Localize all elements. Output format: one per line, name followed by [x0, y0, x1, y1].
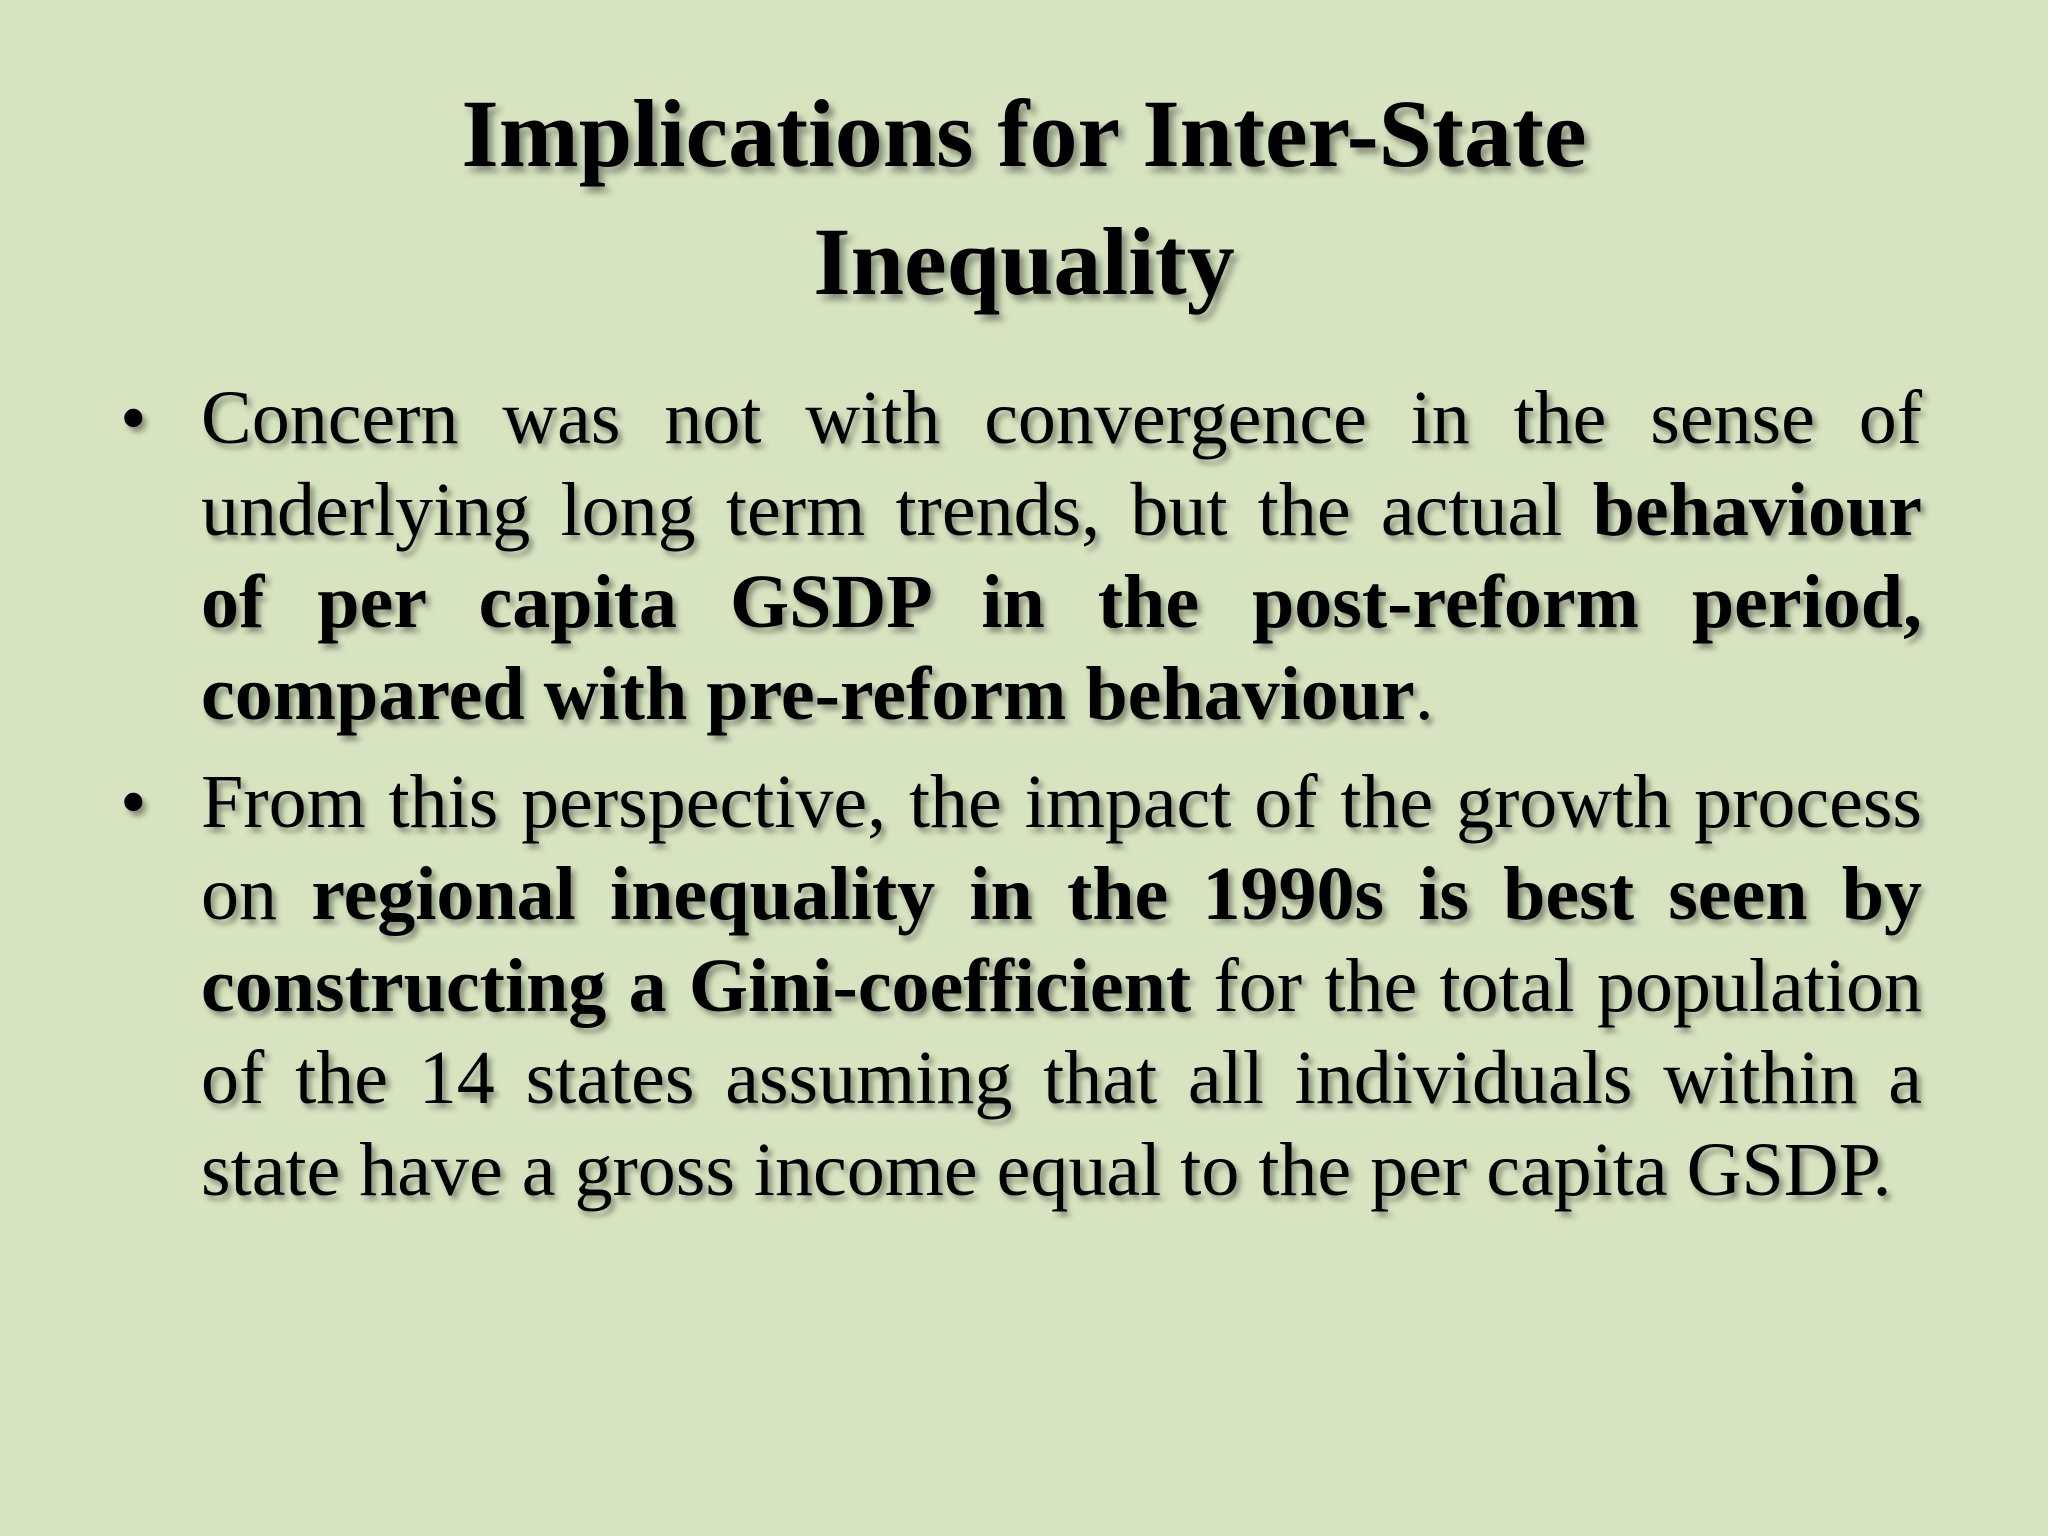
bullet-list: • Concern was not with convergence in th… [120, 372, 1922, 1232]
bullet-dot-icon: • [120, 760, 147, 844]
bullet-2-regular-2: for the total population of the 14 state… [201, 944, 1922, 1212]
bullet-dot-icon: • [120, 376, 147, 460]
bullet-1-regular-2: . [1414, 652, 1434, 736]
bullet-text-1: Concern was not with convergence in the … [201, 376, 1922, 736]
bullet-item-1: • Concern was not with convergence in th… [120, 372, 1922, 740]
bullet-1-regular-1: Concern was not with convergence in the … [201, 376, 1922, 552]
title-line-2: Inequality [813, 208, 1235, 315]
bullet-2-regular-1: From this perspective, the impact of the… [201, 760, 1922, 936]
slide-title: Implications for Inter-State Inequality [200, 70, 1848, 326]
title-line-1: Implications for Inter-State [461, 80, 1587, 187]
bullet-text-2: From this perspective, the impact of the… [201, 760, 1922, 1212]
bullet-item-2: • From this perspective, the impact of t… [120, 756, 1922, 1216]
bullet-1-bold: behaviour of per capita GSDP in the post… [201, 468, 1922, 736]
bullet-2-bold: regional inequality in the 1990s is best… [201, 852, 1922, 1028]
